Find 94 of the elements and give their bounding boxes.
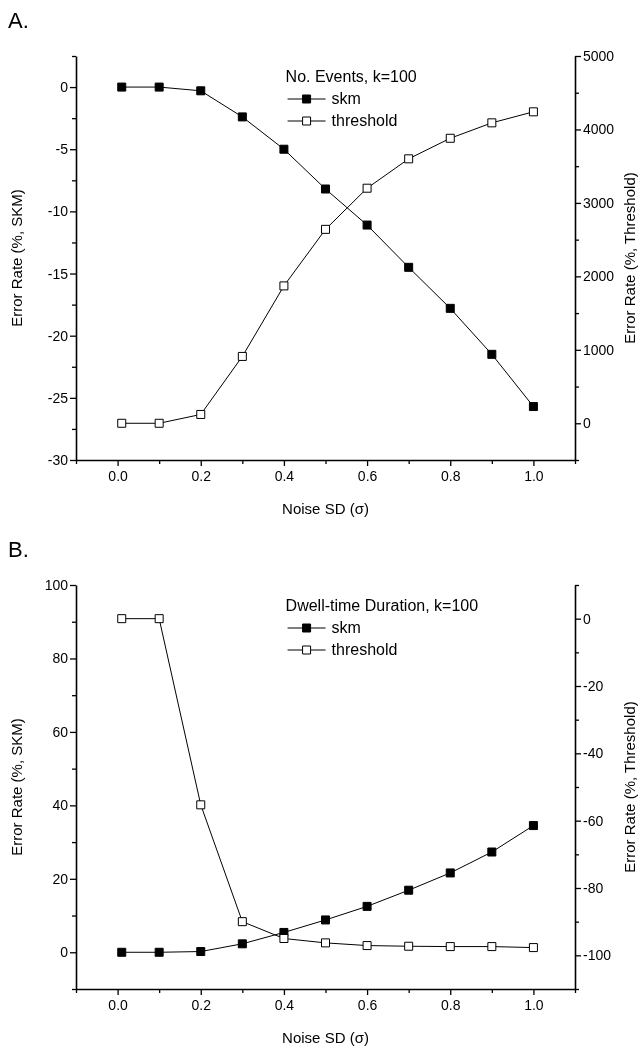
point bbox=[321, 915, 330, 925]
y2-tick-label: 1000 bbox=[583, 341, 615, 358]
point bbox=[362, 220, 372, 230]
point bbox=[528, 821, 538, 831]
y-tick-label: 40 bbox=[52, 797, 69, 814]
x-tick-label: 0.6 bbox=[357, 996, 378, 1013]
point bbox=[404, 262, 414, 272]
legend-title: No. Events, k=100 bbox=[285, 68, 417, 85]
point bbox=[117, 418, 127, 428]
point bbox=[528, 943, 538, 953]
x-tick-label: 0.2 bbox=[191, 996, 212, 1013]
y-axis-title: Error Rate (%, SKM) bbox=[8, 718, 25, 856]
y2-tick-label: -40 bbox=[583, 745, 604, 762]
chart-title: A. bbox=[8, 8, 29, 33]
x-tick-label: 1.0 bbox=[524, 996, 544, 1013]
y-tick-label: 20 bbox=[52, 870, 69, 887]
y2-tick-label: -60 bbox=[583, 812, 604, 829]
y-tick-label: -25 bbox=[47, 389, 69, 406]
point bbox=[445, 133, 455, 143]
point bbox=[154, 82, 164, 92]
point bbox=[154, 614, 164, 624]
y2-tick-label: 5000 bbox=[583, 47, 615, 64]
point bbox=[321, 184, 330, 194]
point bbox=[362, 901, 372, 911]
point bbox=[445, 942, 455, 952]
point bbox=[487, 349, 497, 359]
x-tick-label: 0.4 bbox=[274, 996, 295, 1013]
point bbox=[117, 82, 127, 92]
y-tick-label: -5 bbox=[55, 141, 69, 158]
point bbox=[279, 934, 289, 943]
point bbox=[445, 303, 455, 313]
point bbox=[154, 418, 164, 428]
y-tick-label: -20 bbox=[47, 327, 69, 344]
legend-label: threshold bbox=[331, 112, 398, 129]
x-tick-label: 0.0 bbox=[108, 996, 129, 1013]
point bbox=[237, 939, 247, 949]
point bbox=[321, 938, 330, 948]
y-axis-title: Error Rate (%, SKM) bbox=[8, 189, 25, 327]
x-tick-label: 0.6 bbox=[357, 467, 378, 484]
x-tick-label: 1.0 bbox=[524, 467, 544, 484]
point bbox=[404, 885, 414, 895]
legend-label: threshold bbox=[331, 641, 398, 658]
y2-axis-title: Error Rate (%, Threshold) bbox=[621, 701, 638, 873]
point bbox=[487, 118, 497, 128]
y-tick-label: 0 bbox=[60, 944, 69, 961]
y-tick-label: 80 bbox=[52, 650, 69, 667]
point bbox=[321, 224, 330, 234]
y-tick-label: 0 bbox=[60, 79, 69, 96]
x-tick-label: 0.0 bbox=[108, 467, 129, 484]
point bbox=[237, 917, 247, 927]
y-tick-label: 60 bbox=[52, 723, 69, 740]
point bbox=[196, 947, 206, 957]
point bbox=[196, 409, 206, 419]
point bbox=[117, 947, 127, 957]
point bbox=[362, 183, 372, 193]
legend-label: skm bbox=[331, 619, 361, 636]
x-tick-label: 0.8 bbox=[441, 467, 461, 484]
x-tick-label: 0.4 bbox=[274, 467, 295, 484]
x-tick-label: 0.8 bbox=[441, 996, 461, 1013]
x-axis-title: Noise SD (σ) bbox=[282, 1029, 369, 1046]
y2-tick-label: 0 bbox=[583, 610, 591, 627]
y2-tick-label: -20 bbox=[583, 677, 604, 694]
y-tick-label: 100 bbox=[44, 576, 69, 593]
x-tick-label: 0.2 bbox=[191, 467, 212, 484]
point bbox=[237, 351, 247, 361]
x-axis-title: Noise SD (σ) bbox=[282, 500, 369, 517]
y-tick-label: -30 bbox=[47, 451, 69, 468]
point bbox=[528, 107, 538, 117]
y-tick-label: -15 bbox=[47, 265, 69, 282]
y2-tick-label: 4000 bbox=[583, 121, 615, 138]
point bbox=[404, 154, 414, 164]
y2-axis-title: Error Rate (%, Threshold) bbox=[621, 172, 638, 344]
y2-tick-label: -80 bbox=[583, 879, 604, 896]
point bbox=[445, 868, 455, 878]
y2-tick-label: 0 bbox=[583, 415, 591, 432]
y2-tick-label: 2000 bbox=[583, 268, 615, 285]
y-tick-label: -10 bbox=[47, 203, 69, 220]
point bbox=[154, 947, 164, 957]
legend-title: Dwell-time Duration, k=100 bbox=[285, 597, 479, 614]
point bbox=[196, 800, 206, 810]
point bbox=[237, 112, 247, 122]
point bbox=[279, 144, 289, 154]
point bbox=[404, 941, 414, 951]
point bbox=[196, 86, 206, 96]
chart-title: B. bbox=[8, 537, 29, 562]
point bbox=[117, 614, 127, 624]
point bbox=[487, 847, 497, 857]
legend-label: skm bbox=[331, 90, 361, 107]
y2-tick-label: -100 bbox=[583, 947, 612, 964]
y2-tick-label: 3000 bbox=[583, 194, 615, 211]
point bbox=[528, 402, 538, 412]
point bbox=[279, 281, 289, 291]
point bbox=[487, 942, 497, 952]
point bbox=[362, 941, 372, 951]
